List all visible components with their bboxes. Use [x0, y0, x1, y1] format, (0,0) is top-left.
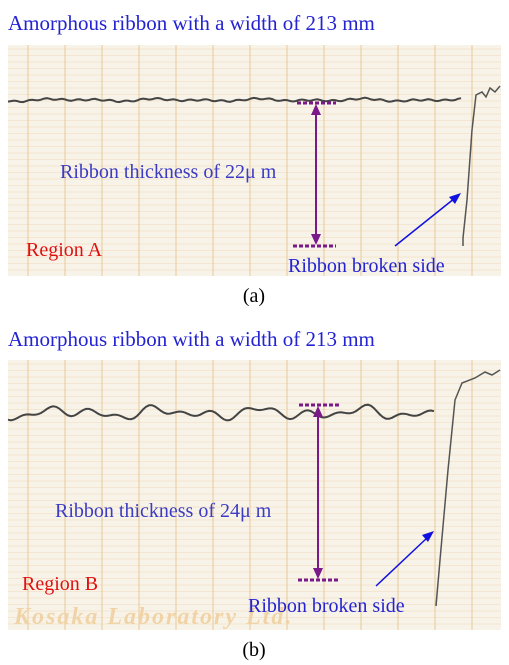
broken-side-label: Ribbon broken side: [288, 255, 445, 277]
figure: Kosaka Laboratory Ltd. Amorphous ribbon …: [0, 0, 509, 665]
thickness-label: Ribbon thickness of 22μ m: [60, 161, 277, 183]
region-label: Region A: [26, 239, 103, 261]
thickness-label: Ribbon thickness of 24μ m: [55, 500, 272, 522]
caption: (a): [243, 285, 265, 307]
panel-title: Amorphous ribbon with a width of 213 mm: [8, 11, 375, 35]
broken-side-label: Ribbon broken side: [248, 595, 405, 617]
region-label: Region B: [22, 573, 98, 595]
caption: (b): [242, 639, 265, 661]
panel-title: Amorphous ribbon with a width of 213 mm: [8, 327, 375, 351]
